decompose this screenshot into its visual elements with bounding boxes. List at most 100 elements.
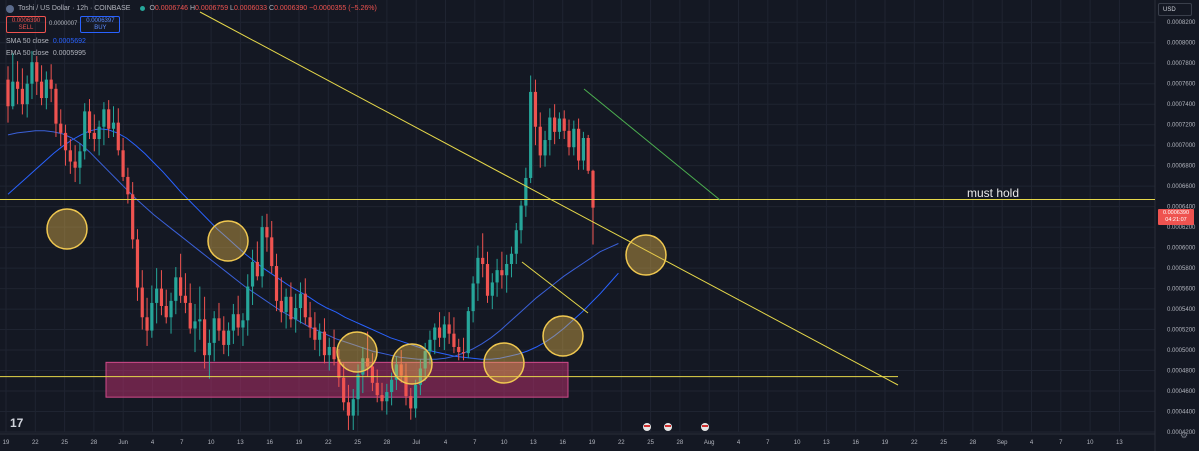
- symbol-title[interactable]: Toshi / US Dollar · 12h · COINBASE: [18, 5, 131, 12]
- time-tick-label: 7: [473, 440, 477, 446]
- candle-body: [356, 374, 360, 400]
- spread-value: 0.0000007: [49, 21, 78, 27]
- time-tick-label: 13: [1116, 440, 1123, 446]
- time-tick-label: 13: [823, 440, 830, 446]
- candle-body: [514, 230, 518, 254]
- last-price-tag: 0.0006390 04:21:07: [1158, 209, 1194, 225]
- time-tick-label: 28: [384, 440, 391, 446]
- candle-body: [318, 331, 322, 340]
- candle-body: [97, 126, 101, 140]
- tradingview-logo-icon[interactable]: 17: [10, 416, 24, 430]
- candle-body: [30, 62, 34, 84]
- candle-body: [394, 364, 398, 380]
- candle-body: [452, 333, 456, 347]
- market-status-icon: [140, 6, 146, 11]
- time-tick-label: 28: [677, 440, 684, 446]
- candle-body: [193, 321, 197, 329]
- candle-body: [346, 402, 351, 416]
- candle-body: [183, 295, 188, 303]
- ema-indicator[interactable]: EMA 50 close 0.0005995: [6, 50, 86, 57]
- currency-button[interactable]: USD: [1158, 3, 1192, 16]
- candle-body: [25, 83, 29, 105]
- candle-body: [140, 287, 144, 318]
- candle-body: [500, 270, 504, 276]
- candle-body: [509, 253, 514, 264]
- candle-body: [135, 239, 140, 288]
- candle-body: [155, 288, 159, 303]
- time-tick-label: 25: [61, 440, 68, 446]
- candle-body: [581, 138, 585, 161]
- price-tick-label: 0.0004800: [1167, 369, 1196, 375]
- price-tick-label: 0.0005400: [1167, 307, 1196, 313]
- candle-body: [35, 62, 39, 82]
- candle-body: [121, 150, 125, 177]
- candle-body: [207, 342, 211, 356]
- candle-body: [505, 264, 509, 276]
- candle-body: [471, 283, 475, 312]
- candle-body: [529, 91, 533, 178]
- candle-body: [39, 81, 44, 99]
- candle-body: [577, 128, 581, 161]
- candle-body: [274, 266, 279, 301]
- time-tick-label: 10: [1087, 440, 1094, 446]
- time-tick-label: 19: [882, 440, 889, 446]
- time-tick-label: 25: [647, 440, 654, 446]
- buy-button[interactable]: 0.0006397 BUY: [80, 16, 121, 33]
- candle-body: [553, 117, 557, 132]
- candle-body: [485, 264, 490, 296]
- candle-body: [298, 293, 303, 309]
- candle-body: [423, 351, 427, 369]
- candle-body: [260, 227, 264, 277]
- time-tick-label: 22: [325, 440, 332, 446]
- candle-body: [322, 331, 327, 356]
- candle-body: [385, 392, 389, 402]
- candle-body: [49, 79, 53, 89]
- price-tick-label: 0.0005600: [1167, 287, 1196, 293]
- candle-body: [92, 132, 96, 140]
- time-tick-label: 4: [737, 440, 741, 446]
- candle-body: [433, 327, 437, 340]
- candle-body: [481, 257, 485, 264]
- sma-indicator[interactable]: SMA 50 close 0.0005692: [6, 38, 86, 45]
- time-tick-label: Aug: [704, 440, 715, 446]
- time-tick-label: 19: [3, 440, 10, 446]
- candle-body: [466, 311, 470, 354]
- candle-body: [567, 130, 571, 148]
- price-tick-label: 0.0007000: [1167, 143, 1196, 149]
- candle-body: [447, 324, 451, 334]
- time-tick-label: 28: [91, 440, 98, 446]
- price-tick-label: 0.0008200: [1167, 20, 1196, 26]
- candle-body: [442, 324, 446, 338]
- sell-button[interactable]: 0.0006390 SELL: [6, 16, 46, 33]
- toshi-logo-icon: [6, 4, 14, 13]
- candle-body: [533, 91, 538, 127]
- candle-body: [332, 346, 336, 360]
- symbol-row: Toshi / US Dollar · 12h · COINBASE O0.00…: [6, 4, 377, 13]
- candle-body: [370, 366, 375, 383]
- time-tick-label: 10: [794, 440, 801, 446]
- time-tick-label: 4: [444, 440, 448, 446]
- time-tick-label: 16: [852, 440, 859, 446]
- price-tick-label: 0.0004200: [1167, 430, 1196, 436]
- candle-body: [380, 395, 384, 402]
- candle-body: [366, 358, 370, 367]
- candle-body: [361, 358, 365, 375]
- highlight-circle: [391, 343, 433, 385]
- settings-gear-icon[interactable]: ⚙: [1180, 430, 1189, 440]
- ema-50-line: [7, 130, 619, 360]
- candle-body: [572, 128, 576, 148]
- price-tick-label: 0.0006800: [1167, 164, 1196, 170]
- candle-body: [279, 300, 283, 313]
- time-tick-label: Jul: [412, 440, 420, 446]
- candle-body: [231, 314, 235, 331]
- time-tick-label: 7: [766, 440, 770, 446]
- candle-body: [15, 81, 20, 89]
- candle-body: [337, 359, 341, 378]
- price-tick-label: 0.0007800: [1167, 61, 1196, 67]
- candle-body: [409, 396, 413, 409]
- candle-body: [250, 261, 255, 287]
- candle-body: [159, 288, 164, 306]
- time-tick-label: 25: [940, 440, 947, 446]
